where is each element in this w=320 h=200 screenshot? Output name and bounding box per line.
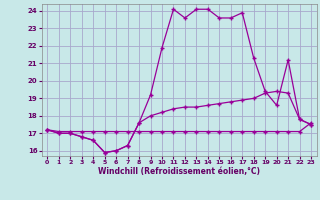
X-axis label: Windchill (Refroidissement éolien,°C): Windchill (Refroidissement éolien,°C) [98, 167, 260, 176]
